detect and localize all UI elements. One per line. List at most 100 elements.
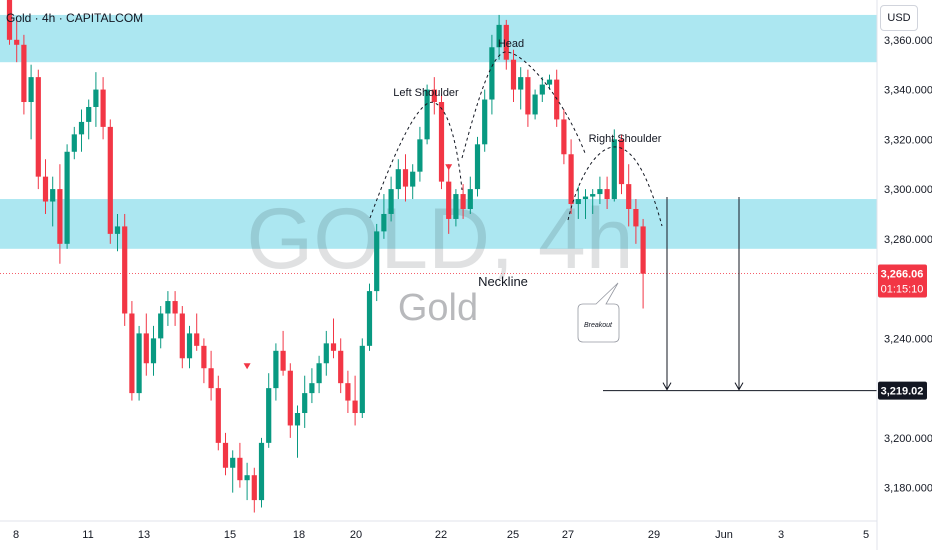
arrow-down-icon xyxy=(662,382,672,391)
bar-countdown: 01:15:10 xyxy=(881,284,924,296)
candle-body xyxy=(546,79,553,85)
time-tick-label: 15 xyxy=(224,529,236,541)
candle-body xyxy=(510,59,517,90)
candle-body xyxy=(14,39,20,45)
candle-body xyxy=(597,189,603,195)
candle-body xyxy=(604,189,610,200)
candle-body xyxy=(208,368,214,389)
candle-body xyxy=(143,333,149,364)
target-price-badge xyxy=(878,381,927,400)
candle-body xyxy=(21,44,27,103)
candle-body xyxy=(136,333,142,394)
candle-body xyxy=(230,457,236,468)
candle-body xyxy=(158,313,164,339)
candle-body xyxy=(78,121,85,135)
candle-body xyxy=(568,154,574,205)
candle-body xyxy=(402,169,409,187)
right-shoulder-arc xyxy=(567,146,663,227)
target-price-label: 3,219.02 xyxy=(881,386,924,398)
candle-body xyxy=(446,181,452,219)
head-arc xyxy=(461,51,586,159)
candle-body xyxy=(50,189,56,202)
candle-body xyxy=(244,475,250,481)
time-tick-label: 22 xyxy=(435,529,447,541)
candle-body xyxy=(71,134,77,152)
annotation-neckline: Neckline xyxy=(478,274,528,289)
current-price-badge xyxy=(878,264,927,298)
candle-body xyxy=(258,442,265,501)
time-axis[interactable]: 8 11 13 15 18 20 22 25 27 29 Jun 3 5 xyxy=(0,520,877,541)
price-axis[interactable]: 3,180.000 3,200.000 3,240.000 3,280.000 3,30… xyxy=(876,0,932,550)
candle-body xyxy=(561,119,567,155)
drawings-layer: Head Left Shoulder Right Shoulder Neckline B… xyxy=(243,38,877,392)
price-tick-label: 3,340.000 xyxy=(884,85,932,97)
time-tick-label: 5 xyxy=(863,529,869,541)
candle-body xyxy=(410,171,416,187)
candle-body xyxy=(179,313,185,359)
candle-body xyxy=(539,84,545,95)
candle-body xyxy=(460,194,466,209)
candle-body xyxy=(302,393,308,414)
candle-body xyxy=(345,383,351,401)
candle-body xyxy=(129,313,135,394)
candle-body xyxy=(172,301,178,314)
candle-body xyxy=(503,24,509,60)
candle-body xyxy=(280,350,286,371)
price-tick-label: 3,300.000 xyxy=(884,184,932,196)
candle-body xyxy=(107,126,113,234)
candle-body xyxy=(122,226,128,314)
candle-body xyxy=(381,213,387,232)
candle-body xyxy=(618,139,625,185)
candle-body xyxy=(431,89,437,103)
annotation-breakout: Breakout xyxy=(584,322,613,329)
time-tick-label: 25 xyxy=(507,529,519,541)
candle-body xyxy=(525,77,531,115)
price-tick-label: 3,360.000 xyxy=(884,35,932,47)
price-tick-label: 3,280.000 xyxy=(884,234,932,246)
candle-body xyxy=(323,343,329,364)
candle-body xyxy=(438,102,445,182)
candle-body xyxy=(496,24,502,48)
candle-body xyxy=(42,176,49,202)
candle-body xyxy=(366,291,373,346)
candle-body xyxy=(417,139,423,172)
candle-body xyxy=(388,189,394,214)
zone-support xyxy=(0,199,877,249)
time-tick-label: 13 xyxy=(138,529,150,541)
candle-body xyxy=(186,333,193,359)
signal-arrow-icon xyxy=(243,363,251,370)
price-tick-label: 3,180.000 xyxy=(884,483,932,495)
candle-body xyxy=(338,350,344,384)
time-tick-label: Jun xyxy=(715,529,733,541)
candle-body xyxy=(467,189,473,209)
candle-body xyxy=(201,345,207,369)
left-shoulder-arc xyxy=(369,101,463,219)
candle-body xyxy=(359,345,365,414)
candle-body xyxy=(582,196,589,200)
candle-body xyxy=(86,106,92,122)
time-tick-label: 3 xyxy=(778,529,784,541)
candle-body xyxy=(57,189,63,244)
zones-layer xyxy=(0,14,877,249)
breakout-callout xyxy=(577,282,620,343)
time-tick-label: 27 xyxy=(562,529,574,541)
candle-body xyxy=(482,99,488,145)
arrow-down-icon xyxy=(734,382,744,391)
price-tick-label: 3,200.000 xyxy=(884,433,932,445)
zone-resistance xyxy=(0,14,877,63)
currency-button[interactable]: USD xyxy=(880,5,918,31)
candle-body xyxy=(114,226,121,234)
candle-body xyxy=(633,208,639,227)
candle-body xyxy=(194,333,200,346)
candle-body xyxy=(518,77,524,90)
current-price-label: 3,266.06 xyxy=(881,269,924,281)
time-tick-label: 8 xyxy=(13,529,19,541)
annotation-right-shoulder: Right Shoulder xyxy=(589,133,662,145)
price-tick-label: 3,240.000 xyxy=(884,333,932,345)
candle-body xyxy=(316,363,322,384)
candle-body xyxy=(424,89,430,140)
watermark: GOLD, 4h Gold xyxy=(246,191,633,329)
